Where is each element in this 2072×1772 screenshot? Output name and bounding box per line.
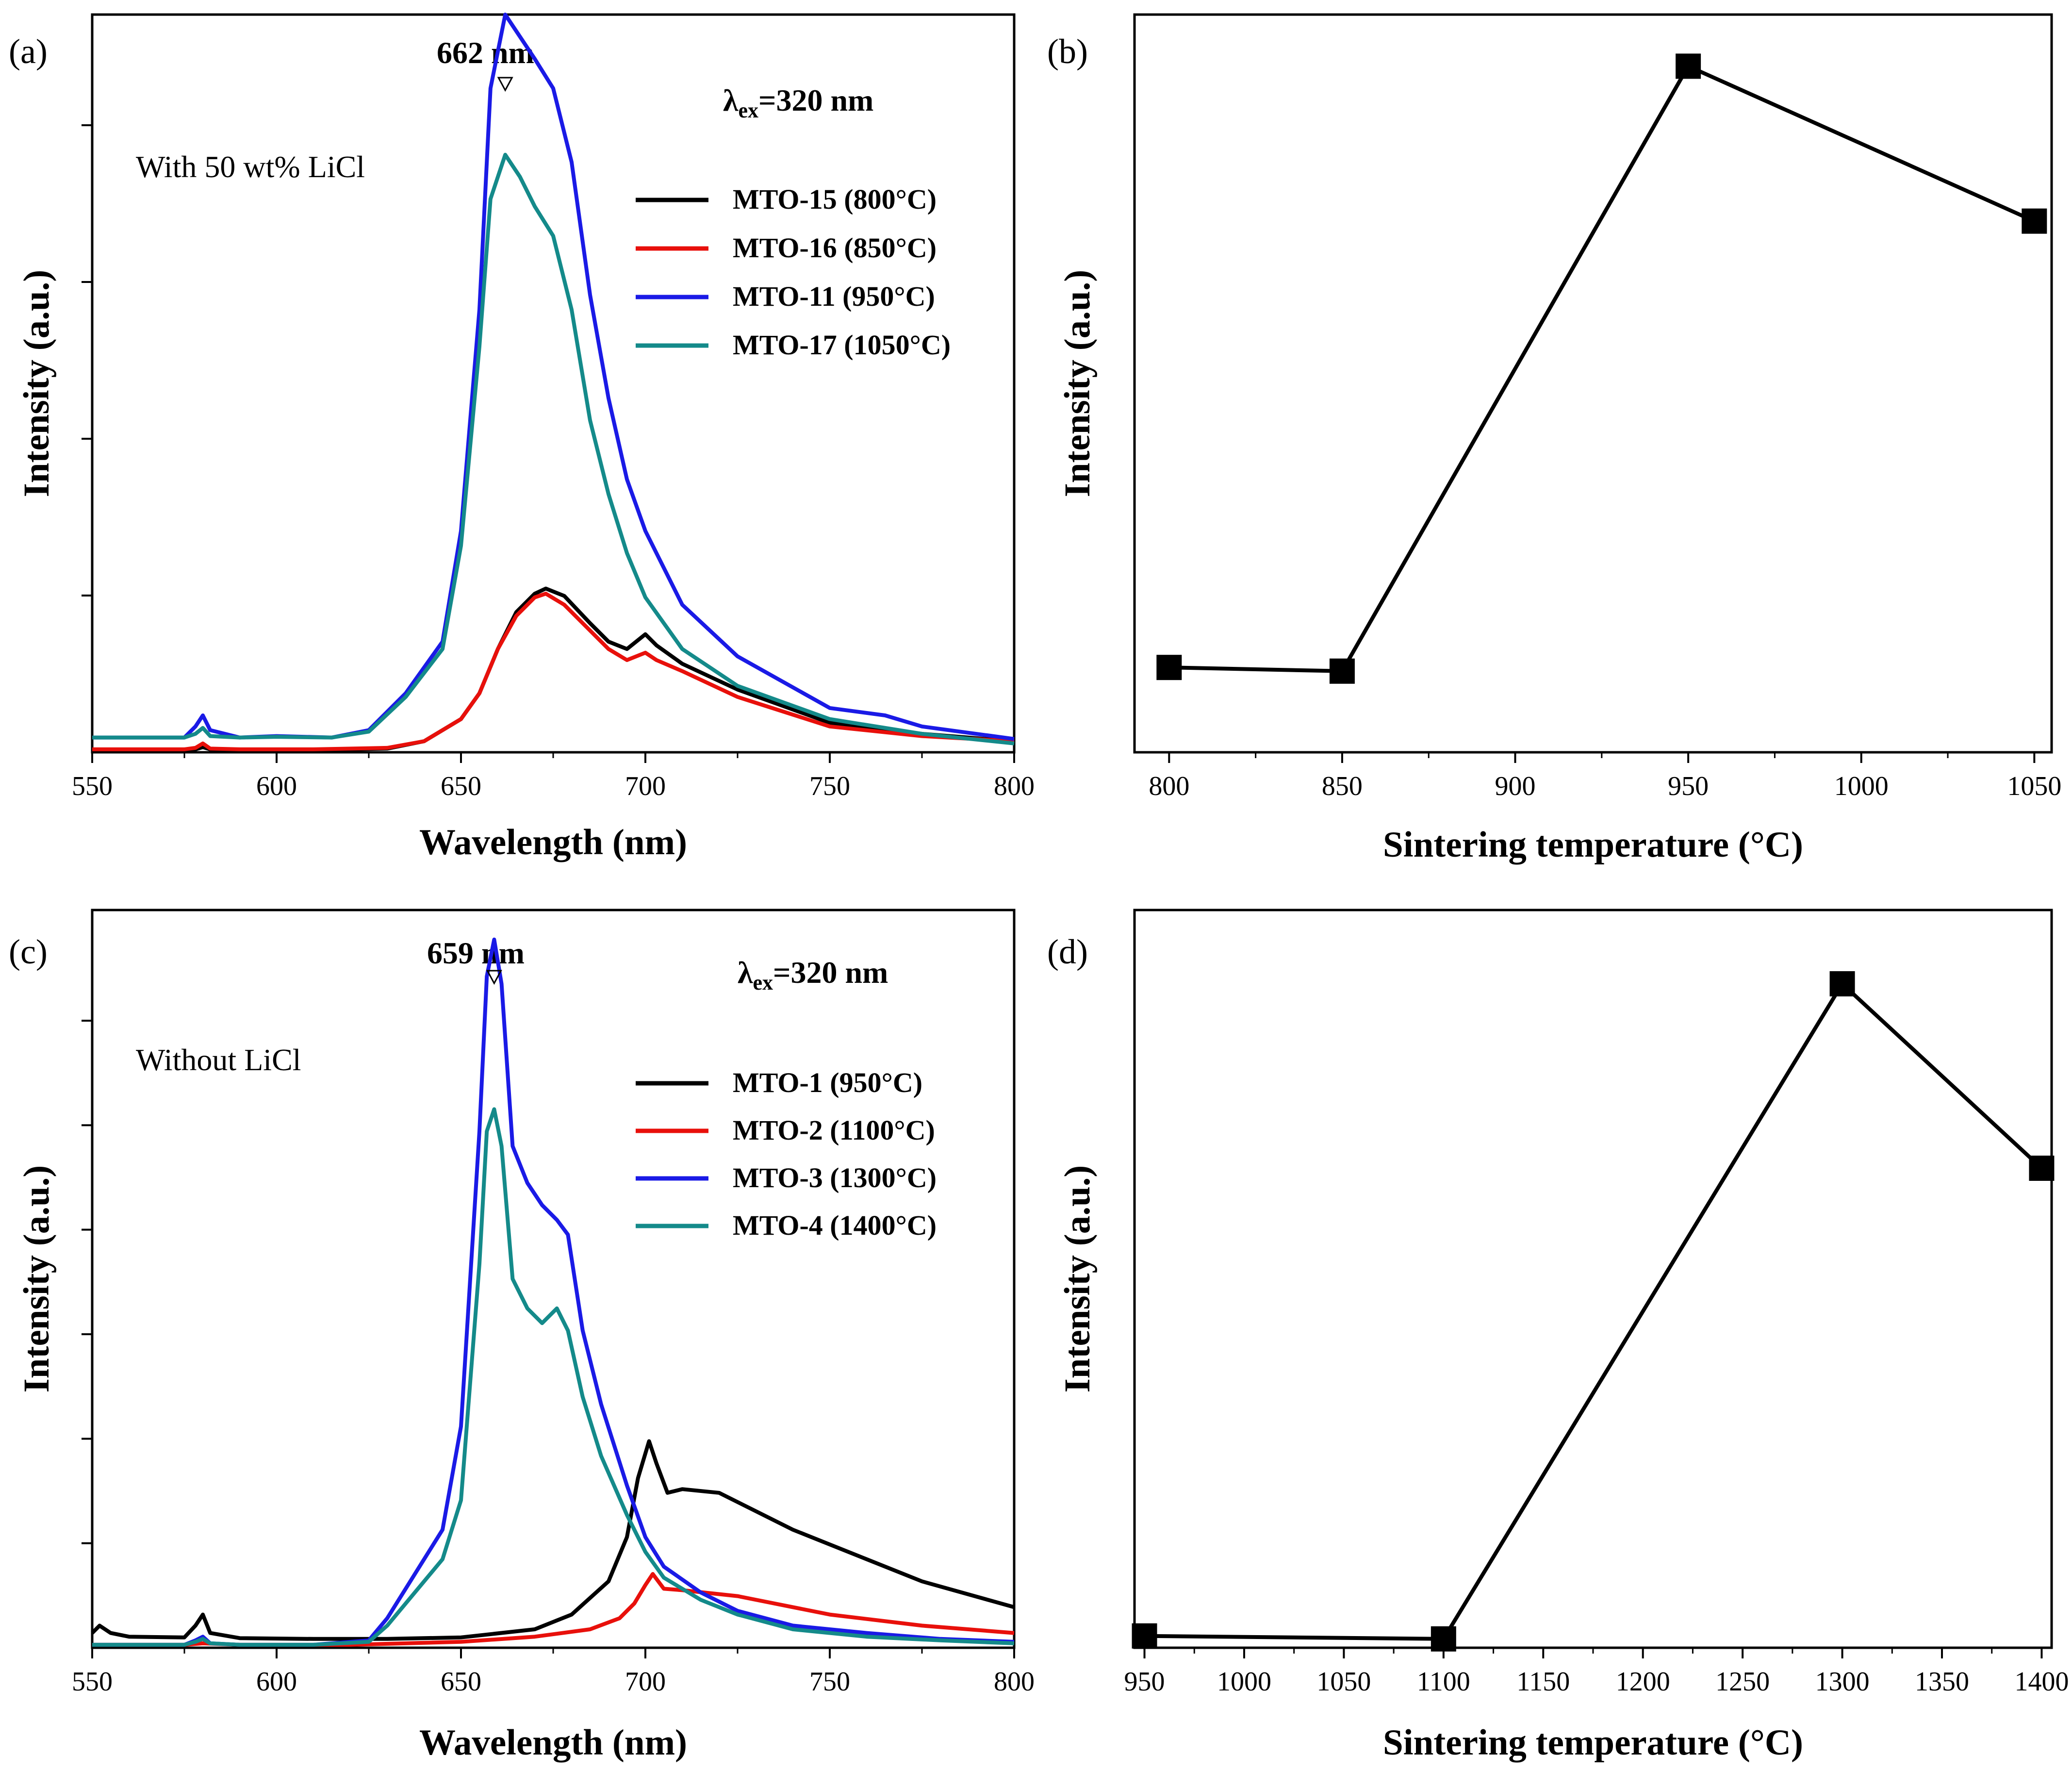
data-point-marker	[1132, 1623, 1157, 1649]
panel-d-intensity-vs-temperature: (d) 950 1000 1050 1100 1150 1200 1250 1300 1350 1…	[1047, 909, 2069, 1763]
series-line-3	[92, 13, 1015, 741]
plot-frame	[1133, 13, 2053, 754]
x-axis-title: Sintering temperature (°C)	[1383, 1722, 1803, 1763]
y-axis-title: Intensity (a.u.)	[16, 270, 57, 497]
x-axis-title: Wavelength (nm)	[419, 822, 687, 862]
legend-label-1: MTO-1 (950°C)	[733, 1067, 922, 1098]
data-point-marker	[2029, 1156, 2055, 1181]
excitation-symbol-c: λ	[738, 955, 753, 990]
series-line-1	[1169, 64, 2035, 673]
series-line-1	[1144, 982, 2043, 1641]
x-tick-label: 1000	[1834, 771, 1889, 801]
x-tick-label: 650	[441, 771, 481, 801]
excitation-symbol-a: λ	[723, 83, 739, 117]
legend-label-2: MTO-2 (1100°C)	[733, 1114, 935, 1146]
x-tick-label: 1000	[1217, 1667, 1271, 1697]
x-tick-label: 1200	[1616, 1667, 1670, 1697]
condition-annotation-a: With 50 wt% LiCl	[136, 149, 365, 184]
x-tick-label: 1050	[2007, 771, 2061, 801]
data-point-marker	[1329, 658, 1355, 684]
x-tick-label: 1250	[1715, 1667, 1770, 1697]
x-tick-label: 700	[625, 1667, 666, 1697]
legend-label-4: MTO-4 (1400°C)	[733, 1209, 937, 1241]
x-axis-title: Sintering temperature (°C)	[1383, 825, 1803, 865]
panel-label-c: (c)	[9, 932, 48, 971]
x-tick-label: 700	[625, 771, 666, 801]
x-tick-label: 1300	[1815, 1667, 1870, 1697]
condition-annotation-c: Without LiCl	[136, 1043, 301, 1077]
peak-marker	[486, 970, 502, 985]
y-axis-title: Intensity (a.u.)	[1057, 1165, 1098, 1393]
data-point-marker	[1676, 53, 1701, 79]
x-tick-label: 600	[256, 1667, 297, 1697]
data-point-marker	[1829, 971, 1855, 996]
x-tick-label: 600	[256, 771, 297, 801]
x-tick-label: 750	[809, 771, 850, 801]
y-axis-title: Intensity (a.u.)	[16, 1165, 57, 1393]
x-tick-label: 1100	[1417, 1667, 1470, 1697]
peak-marker	[497, 77, 513, 92]
panel-label-a: (a)	[9, 32, 48, 71]
y-axis-title: Intensity (a.u.)	[1057, 270, 1098, 497]
x-axis-title: Wavelength (nm)	[419, 1722, 687, 1763]
x-tick-label: 1350	[1915, 1667, 1969, 1697]
x-tick-label: 950	[1668, 771, 1709, 801]
excitation-subscript-a: ex	[738, 99, 758, 122]
x-tick-label: 1150	[1516, 1667, 1570, 1697]
x-tick-label: 800	[1149, 771, 1189, 801]
legend-label-4: MTO-17 (1050°C)	[733, 329, 951, 361]
x-tick-label: 1400	[2014, 1667, 2069, 1697]
series-line-4	[92, 152, 1015, 745]
legend-label-1: MTO-15 (800°C)	[733, 183, 937, 215]
x-tick-label: 800	[994, 771, 1035, 801]
series-line-2	[92, 592, 1015, 751]
x-tick-label: 1050	[1316, 1667, 1371, 1697]
x-tick-label: 650	[441, 1667, 481, 1697]
panel-label-d: (d)	[1047, 932, 1088, 971]
panel-label-b: (b)	[1047, 32, 1088, 71]
excitation-label-a: λex=320 nm	[723, 83, 873, 122]
excitation-subscript-c: ex	[753, 971, 773, 994]
x-tick-label: 850	[1322, 771, 1363, 801]
data-point-marker	[1431, 1626, 1456, 1652]
excitation-label-c: λex=320 nm	[738, 955, 888, 994]
legend-label-2: MTO-16 (850°C)	[733, 232, 937, 264]
excitation-value-c: =320 nm	[773, 955, 888, 990]
legend-label-3: MTO-3 (1300°C)	[733, 1162, 937, 1193]
data-point-marker	[1156, 655, 1182, 680]
x-tick-label: 950	[1124, 1667, 1165, 1697]
x-tick-label: 900	[1495, 771, 1536, 801]
peak-label-c: 659 nm	[427, 936, 525, 970]
panel-b-intensity-vs-temperature: (b) 800 850 900 950 1000 1050 Sintering temper…	[1047, 13, 2061, 865]
legend-label-3: MTO-11 (950°C)	[733, 281, 935, 312]
x-tick-label: 550	[72, 771, 113, 801]
panel-a-spectrum-with-licl: (a) With 50 wt% LiCl 662 nm λex=320 nm 5…	[9, 13, 1035, 862]
series-line-4	[92, 1107, 1015, 1647]
x-tick-label: 750	[809, 1667, 850, 1697]
x-tick-label: 550	[72, 1667, 113, 1697]
panel-c-spectrum-without-licl: (c) Without LiCl 659 nm λex=320 nm 550 60…	[9, 909, 1035, 1763]
peak-label-a: 662 nm	[437, 35, 534, 70]
data-point-marker	[2022, 208, 2047, 234]
x-tick-label: 800	[994, 1667, 1035, 1697]
excitation-value-a: =320 nm	[758, 83, 873, 117]
series-line-1	[91, 1439, 1015, 1641]
